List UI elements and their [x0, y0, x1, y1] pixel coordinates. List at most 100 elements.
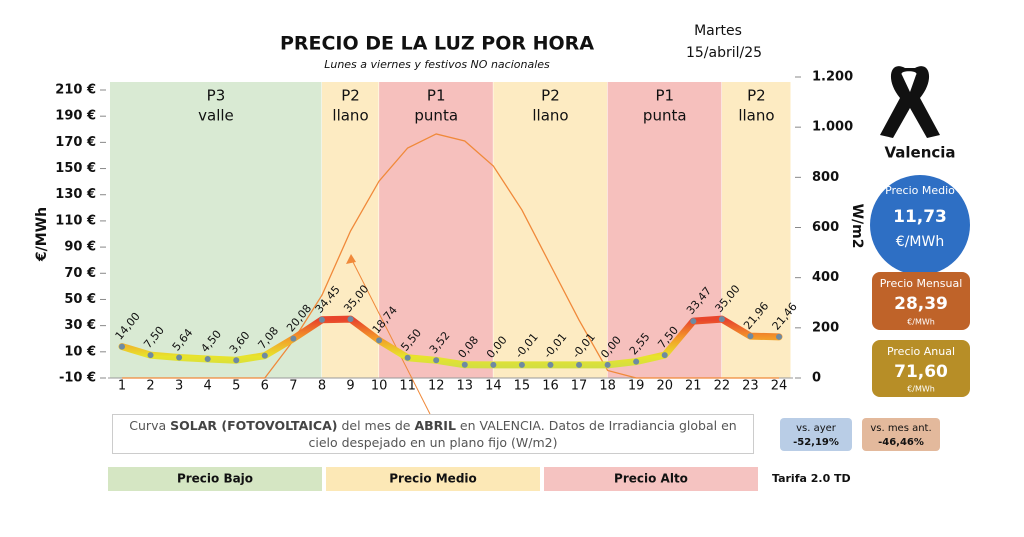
- price-point: [404, 354, 411, 361]
- note-part: en VALENCIA. Datos de Irradiancia global…: [308, 418, 741, 450]
- period-code: P2: [747, 87, 766, 105]
- vs-mes-label: vs. mes ant.: [870, 423, 931, 434]
- x-tick-label: 1: [118, 379, 126, 394]
- price-point: [547, 361, 554, 368]
- price-point: [176, 354, 183, 361]
- medio-unit: €/MWh: [896, 234, 944, 250]
- note: Curva SOLAR (FOTOVOLTAICA) del mes de AB…: [112, 414, 754, 454]
- y2-tick-label: 0: [812, 371, 821, 386]
- period-name: valle: [198, 107, 234, 125]
- period-code: P2: [541, 87, 560, 105]
- x-tick-label: 12: [428, 379, 445, 394]
- x-tick-label: 19: [628, 379, 645, 394]
- y2-tick-label: 600: [812, 220, 839, 235]
- price-point: [433, 357, 440, 364]
- anual-label: Precio Anual: [887, 345, 955, 358]
- x-tick-label: 23: [742, 379, 759, 394]
- price-point: [518, 361, 525, 368]
- mensual-value: 28,39: [894, 294, 948, 314]
- price-point: [490, 361, 497, 368]
- x-tick-label: 11: [399, 379, 416, 394]
- price-point: [204, 356, 211, 363]
- price-point: [119, 343, 125, 350]
- price-point: [261, 352, 268, 359]
- anual-unit: €/MWh: [907, 385, 935, 394]
- legend-label: Precio Bajo: [177, 472, 253, 486]
- y-tick-label: 130 €: [55, 187, 96, 202]
- x-tick-label: 2: [146, 379, 154, 394]
- price-point: [661, 352, 668, 359]
- price-point: [461, 361, 468, 368]
- price-line: [118, 315, 783, 369]
- legend-swatch: [326, 467, 540, 491]
- price-point: [290, 335, 297, 342]
- date: 15/abril/25: [686, 45, 762, 61]
- x-tick-label: 6: [261, 379, 269, 394]
- y-tick-label: 170 €: [55, 135, 96, 150]
- x-tick-label: 21: [685, 379, 702, 394]
- legend-swatch: [108, 467, 322, 491]
- y2-tick-label: 800: [812, 170, 839, 185]
- mensual-box: [872, 272, 970, 330]
- period-code: P1: [427, 87, 446, 105]
- anual-box: [872, 340, 970, 397]
- vs-ayer-box: [780, 418, 852, 451]
- x-tick-label: 16: [542, 379, 559, 394]
- x-tick-label: 18: [599, 379, 616, 394]
- x-tick-label: 14: [485, 379, 502, 394]
- x-tick-label: 4: [204, 379, 212, 394]
- note-part: Curva: [129, 418, 171, 433]
- ribbon-icon: [880, 66, 940, 138]
- weekday: Martes: [694, 23, 742, 39]
- period-code: P1: [655, 87, 674, 105]
- medio-circle: [870, 175, 970, 275]
- x-tick-label: 24: [771, 379, 788, 394]
- price-point: [376, 337, 383, 344]
- medio-label: Precio Medio: [885, 184, 955, 197]
- note-part: del mes de: [337, 418, 415, 433]
- period-name: llano: [738, 107, 774, 125]
- x-tick-label: 20: [656, 379, 673, 394]
- y2-tick-label: 400: [812, 270, 839, 285]
- price-point: [347, 316, 354, 323]
- y-tick-label: 50 €: [64, 292, 96, 307]
- price-point: [318, 316, 325, 323]
- price-point: [747, 333, 754, 340]
- period-name: punta: [414, 107, 458, 125]
- period-code: P2: [341, 87, 360, 105]
- tariff: Tarifa 2.0 TD: [772, 472, 851, 485]
- vs-ayer-label: vs. ayer: [796, 423, 837, 434]
- legend-label: Precio Alto: [614, 472, 688, 486]
- x-tick-label: 5: [232, 379, 240, 394]
- legend-label: Precio Medio: [389, 472, 477, 486]
- y-tick-label: -10 €: [59, 371, 96, 386]
- location: Valencia: [884, 144, 955, 162]
- x-tick-label: 22: [714, 379, 731, 394]
- y-tick-label: 150 €: [55, 161, 96, 176]
- title: PRECIO DE LA LUZ POR HORA: [280, 33, 594, 55]
- y2-tick-label: 200: [812, 320, 839, 335]
- note-arrowhead: [346, 254, 356, 264]
- period-name: llano: [332, 107, 368, 125]
- y-tick-label: 10 €: [64, 344, 96, 359]
- y-tick-label: 70 €: [64, 266, 96, 281]
- x-tick-label: 10: [371, 379, 388, 394]
- x-tick-label: 7: [289, 379, 297, 394]
- x-tick-label: 17: [571, 379, 588, 394]
- y2-tick-label: 1.200: [812, 70, 853, 85]
- price-point: [604, 361, 611, 368]
- price-point: [633, 358, 640, 365]
- y-tick-label: 30 €: [64, 318, 96, 333]
- vs-ayer-value: -52,19%: [793, 437, 839, 448]
- bands: P3 valle P2 llano P1 punta P2 llano P1 punta P2 lla…: [110, 82, 792, 378]
- y-tick-label: 90 €: [64, 240, 96, 255]
- y-axis-label: €/MWh: [34, 207, 50, 262]
- x-tick-label: 8: [318, 379, 326, 394]
- period-code: P3: [207, 87, 226, 105]
- y-tick-label: 110 €: [55, 213, 96, 228]
- solar-line: [122, 133, 779, 379]
- vs-mes-box: [862, 418, 940, 451]
- price-point: [718, 316, 725, 323]
- y-tick-label: 190 €: [55, 109, 96, 124]
- period-name: llano: [532, 107, 568, 125]
